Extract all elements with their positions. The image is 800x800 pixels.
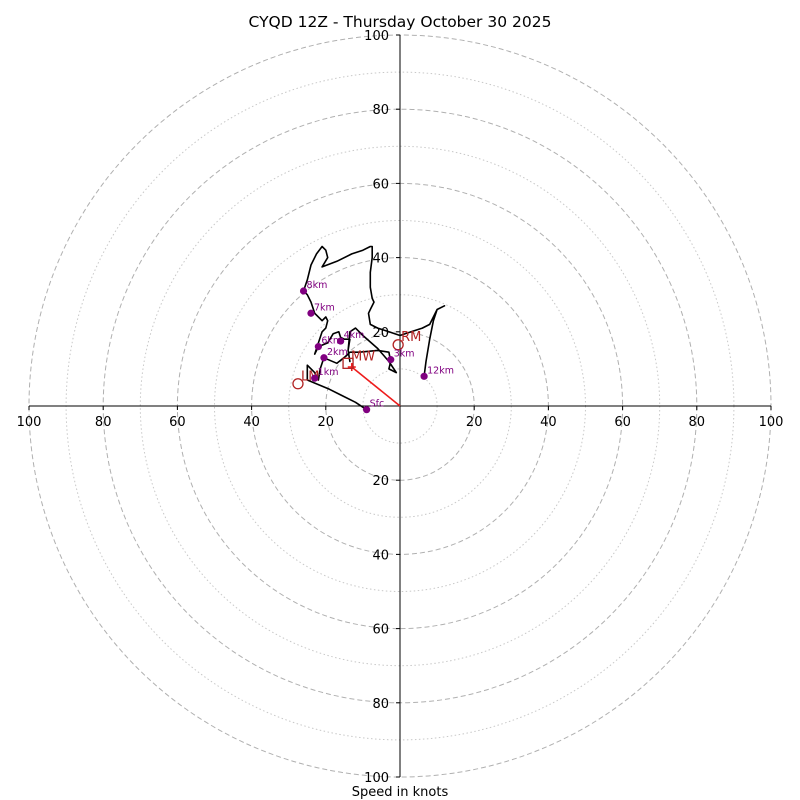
y-tick-label: 40 <box>372 252 389 267</box>
height-marker <box>314 343 322 351</box>
left-mover-marker <box>292 378 304 390</box>
x-tick-label: 60 <box>614 415 631 430</box>
y-tick-label: 100 <box>364 771 389 786</box>
height-label: 7km <box>314 302 335 313</box>
x-tick-label: 40 <box>243 415 260 430</box>
x-tick-label: 20 <box>318 415 335 430</box>
height-marker <box>420 372 428 380</box>
y-tick-label: 80 <box>372 103 389 118</box>
height-label: 8km <box>307 280 328 291</box>
height-label: Sfc <box>370 399 385 410</box>
mean-wind-marker <box>342 357 354 369</box>
x-axis-label: Speed in knots <box>352 785 449 800</box>
height-marker <box>337 337 345 345</box>
height-label: 6km <box>321 336 342 347</box>
x-tick-label: 100 <box>17 415 42 430</box>
shear-vector-line <box>351 366 401 407</box>
height-marker <box>363 406 371 414</box>
y-tick-label: 40 <box>372 548 389 563</box>
chart-title: CYQD 12Z - Thursday October 30 2025 <box>249 13 552 31</box>
height-marker <box>387 356 395 364</box>
height-label: 4km <box>344 330 365 341</box>
height-marker <box>307 309 315 317</box>
x-tick-label: 100 <box>759 415 784 430</box>
x-tick-label: 80 <box>689 415 706 430</box>
y-tick-label: 20 <box>372 474 389 489</box>
axis-ticks: 100 80 60 40 20 20 40 60 80 100 100 80 60 40 20 20 40 60 8… <box>17 29 784 786</box>
y-tick-label: 80 <box>372 697 389 712</box>
y-tick-label: 100 <box>364 29 389 44</box>
x-tick-label: 20 <box>466 415 483 430</box>
height-label: 2km <box>327 347 348 358</box>
hodograph-trace <box>302 245 446 411</box>
y-tick-label: 60 <box>372 177 389 192</box>
height-marker <box>299 287 308 295</box>
height-label: 1km <box>318 367 339 378</box>
y-tick-label: 20 <box>372 326 389 341</box>
height-label: 3km <box>394 349 415 360</box>
height-marker <box>320 354 328 362</box>
right-mover-marker <box>392 339 404 351</box>
height-label: 12km <box>427 365 454 376</box>
x-tick-label: 40 <box>540 415 557 430</box>
height-marker <box>311 374 319 382</box>
x-tick-label: 80 <box>95 415 112 430</box>
right-mover-label: RM <box>401 330 421 345</box>
x-tick-label: 60 <box>169 415 186 430</box>
y-tick-label: 60 <box>372 623 389 638</box>
mean-wind-label: MW <box>351 349 375 364</box>
